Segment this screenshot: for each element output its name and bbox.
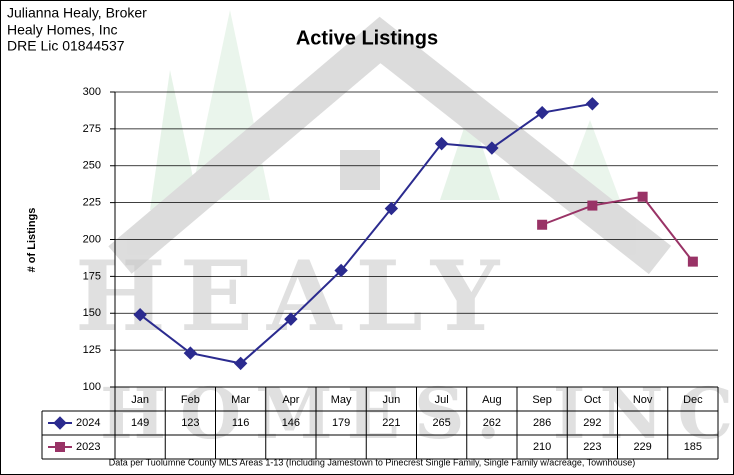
legend-marker <box>53 416 67 430</box>
legend-marker <box>55 442 65 452</box>
table-value: 185 <box>684 441 702 453</box>
chart-title: Active Listings <box>296 27 438 49</box>
table-value: 116 <box>232 417 250 429</box>
data-point <box>637 191 648 202</box>
data-point <box>284 312 298 326</box>
y-axis-label: # of Listings <box>26 208 38 273</box>
header-line: Julianna Healy, Broker <box>7 5 147 21</box>
table-value: 210 <box>533 441 551 453</box>
series-line <box>541 195 694 263</box>
data-point <box>687 256 698 267</box>
y-tick-label: 200 <box>83 233 101 245</box>
table-value: 229 <box>633 441 651 453</box>
table-value: 292 <box>583 417 601 429</box>
x-tick-label: Jan <box>131 394 149 406</box>
x-tick-label: Jun <box>383 394 401 406</box>
y-tick-label: 100 <box>83 381 101 393</box>
y-tick-label: 125 <box>83 344 101 356</box>
table-value: 265 <box>432 417 450 429</box>
y-tick-label: 150 <box>83 307 101 319</box>
data-point <box>535 105 549 120</box>
legend-label: 2023 <box>76 441 100 453</box>
data-point <box>587 200 598 211</box>
x-tick-label: Mar <box>231 394 250 406</box>
data-point <box>384 201 399 216</box>
watermark-logo <box>108 10 672 275</box>
table-value: 123 <box>181 417 199 429</box>
table-value: 262 <box>483 417 501 429</box>
table-value: 223 <box>583 441 601 453</box>
y-tick-label: 275 <box>83 123 101 135</box>
footnote: Data per Tuolumne County MLS Areas 1-13 … <box>109 457 635 467</box>
y-tick-label: 175 <box>83 270 101 282</box>
x-tick-label: Feb <box>181 394 200 406</box>
header-line: Healy Homes, Inc <box>7 22 117 38</box>
y-tick-label: 300 <box>83 86 101 98</box>
x-tick-label: May <box>331 394 352 406</box>
legend-label: 2024 <box>76 417 100 429</box>
x-tick-label: Aug <box>482 394 502 406</box>
y-tick-label: 250 <box>83 160 101 172</box>
x-tick-label: Dec <box>683 394 703 406</box>
data-point <box>585 97 600 111</box>
header-line: DRE Lic 01844537 <box>7 38 125 54</box>
y-tick-label: 225 <box>83 197 101 209</box>
table-value: 149 <box>131 417 149 429</box>
x-tick-label: Oct <box>584 394 601 406</box>
data-point <box>485 141 499 155</box>
table-value: 286 <box>533 417 551 429</box>
data-point <box>434 136 449 151</box>
table-value: 221 <box>382 417 400 429</box>
x-tick-label: Jul <box>435 394 449 406</box>
series-line <box>139 102 593 365</box>
data-point <box>133 308 147 322</box>
data-point <box>537 219 548 230</box>
table-value: 179 <box>332 417 350 429</box>
data-point <box>183 346 198 360</box>
watermark-text: HEALY <box>75 240 513 353</box>
x-tick-label: Nov <box>633 394 653 406</box>
data-point <box>233 356 248 371</box>
x-tick-label: Sep <box>532 394 552 406</box>
data-point <box>334 263 348 278</box>
x-tick-label: Apr <box>282 394 299 406</box>
table-value: 146 <box>282 417 300 429</box>
